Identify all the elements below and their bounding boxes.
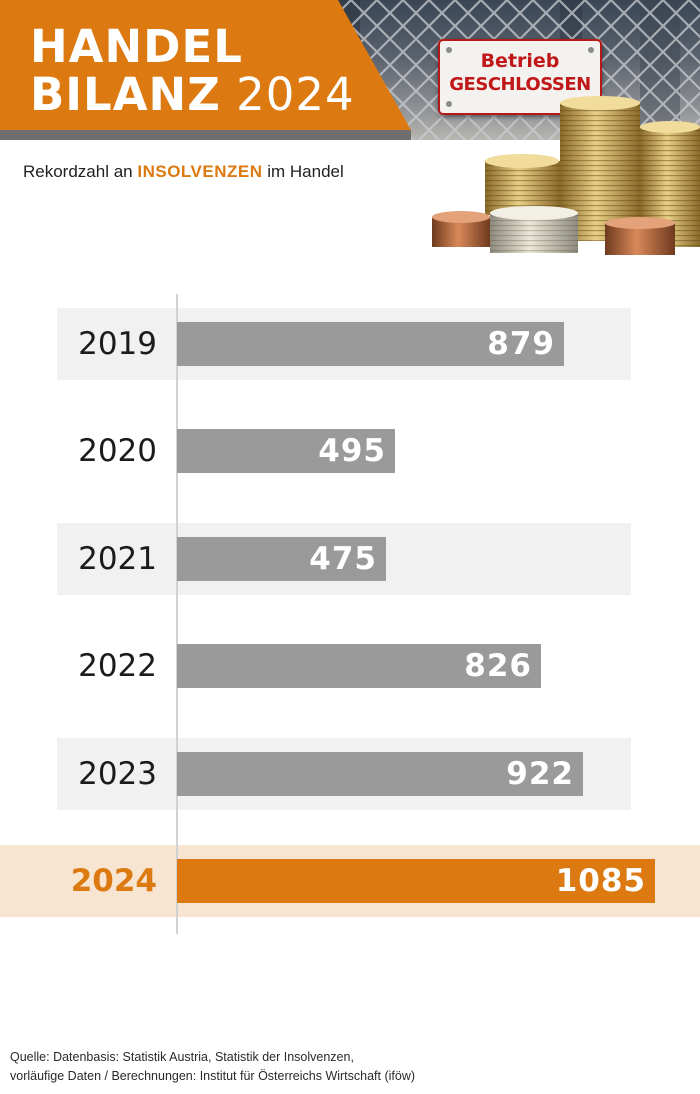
source-line1: Quelle: Datenbasis: Statistik Austria, S… [10, 1050, 354, 1064]
title-line2-bold: BILANZ [30, 68, 221, 121]
bar-value-label: 826 [464, 648, 532, 685]
year-label: 2023 [78, 755, 157, 792]
bar-value-label: 495 [318, 433, 386, 470]
source-line2: vorläufige Daten / Berechnungen: Institu… [10, 1069, 416, 1083]
source-note: Quelle: Datenbasis: Statistik Austria, S… [10, 1048, 415, 1086]
year-label: 2019 [78, 326, 157, 362]
title-line1: HANDEL [30, 20, 243, 73]
screw-icon [446, 101, 452, 107]
screw-icon [446, 47, 452, 53]
bar-value-label: 922 [506, 755, 574, 792]
subtitle-accent: INSOLVENZEN [137, 162, 263, 181]
title-line2-light: 2024 [236, 68, 355, 121]
year-label: 2024 [70, 863, 157, 899]
sign-line2: GESCHLOSSEN [449, 74, 591, 95]
subtitle-prefix: Rekordzahl an [23, 162, 133, 181]
bar-2021: 475 [177, 536, 386, 581]
subtitle: Rekordzahl an INSOLVENZEN im Handel [23, 162, 344, 182]
screw-icon [588, 47, 594, 53]
bar-2020: 495 [177, 429, 395, 474]
title-line2: BILANZ 2024 [30, 72, 355, 118]
bar-2023: 922 [177, 751, 583, 796]
year-label: 2021 [78, 540, 157, 577]
bar-2024: 1085 [177, 859, 655, 903]
title-band: HANDEL BILANZ 2024 [0, 0, 411, 130]
bar-2019: 879 [177, 322, 564, 366]
header-divider [0, 130, 411, 140]
subtitle-suffix: im Handel [267, 162, 344, 181]
year-label: 2020 [78, 433, 157, 470]
year-label: 2022 [78, 648, 157, 685]
bar-value-label: 475 [309, 540, 377, 577]
sign-line1: Betrieb [480, 50, 560, 72]
bar-value-label: 879 [487, 326, 555, 362]
chart-axis-line [176, 294, 178, 934]
insolvency-bar-chart: 2019 879 2020 495 2021 475 2022 826 2023 922 2024 1… [0, 290, 700, 940]
bar-value-label: 1085 [555, 863, 646, 899]
bar-2022: 826 [177, 644, 541, 689]
coin-stacks-image [432, 96, 700, 255]
